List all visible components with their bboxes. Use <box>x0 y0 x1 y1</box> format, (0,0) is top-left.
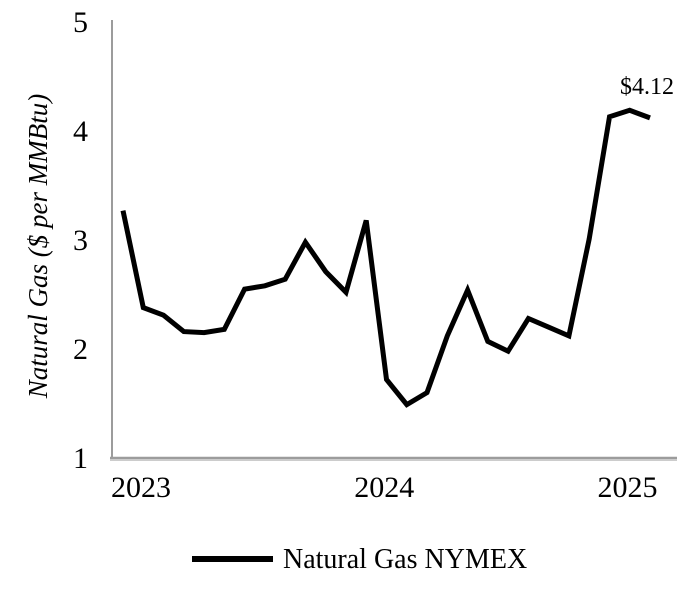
legend: Natural Gas NYMEX <box>192 544 527 575</box>
last-point-data-label: $4.12 <box>620 74 674 100</box>
y-tick-label: 4 <box>73 115 88 148</box>
axes <box>110 20 677 462</box>
x-tick-label: 2023 <box>111 471 171 504</box>
y-tick-label: 2 <box>73 333 88 366</box>
x-tick-label: 2024 <box>354 471 414 504</box>
y-tick-label: 1 <box>73 442 88 475</box>
series-line-natural-gas-nymex <box>120 107 651 408</box>
x-tick-labels: 2023 2024 2025 <box>111 471 658 504</box>
y-tick-label: 3 <box>73 224 88 257</box>
y-axis-title: Natural Gas ($ per MMBtu) <box>23 94 53 399</box>
x-tick-label: 2025 <box>598 471 658 504</box>
y-tick-label: 5 <box>73 6 88 39</box>
y-tick-labels: 5 4 3 2 1 <box>73 6 88 475</box>
legend-series-label: Natural Gas NYMEX <box>283 544 527 575</box>
